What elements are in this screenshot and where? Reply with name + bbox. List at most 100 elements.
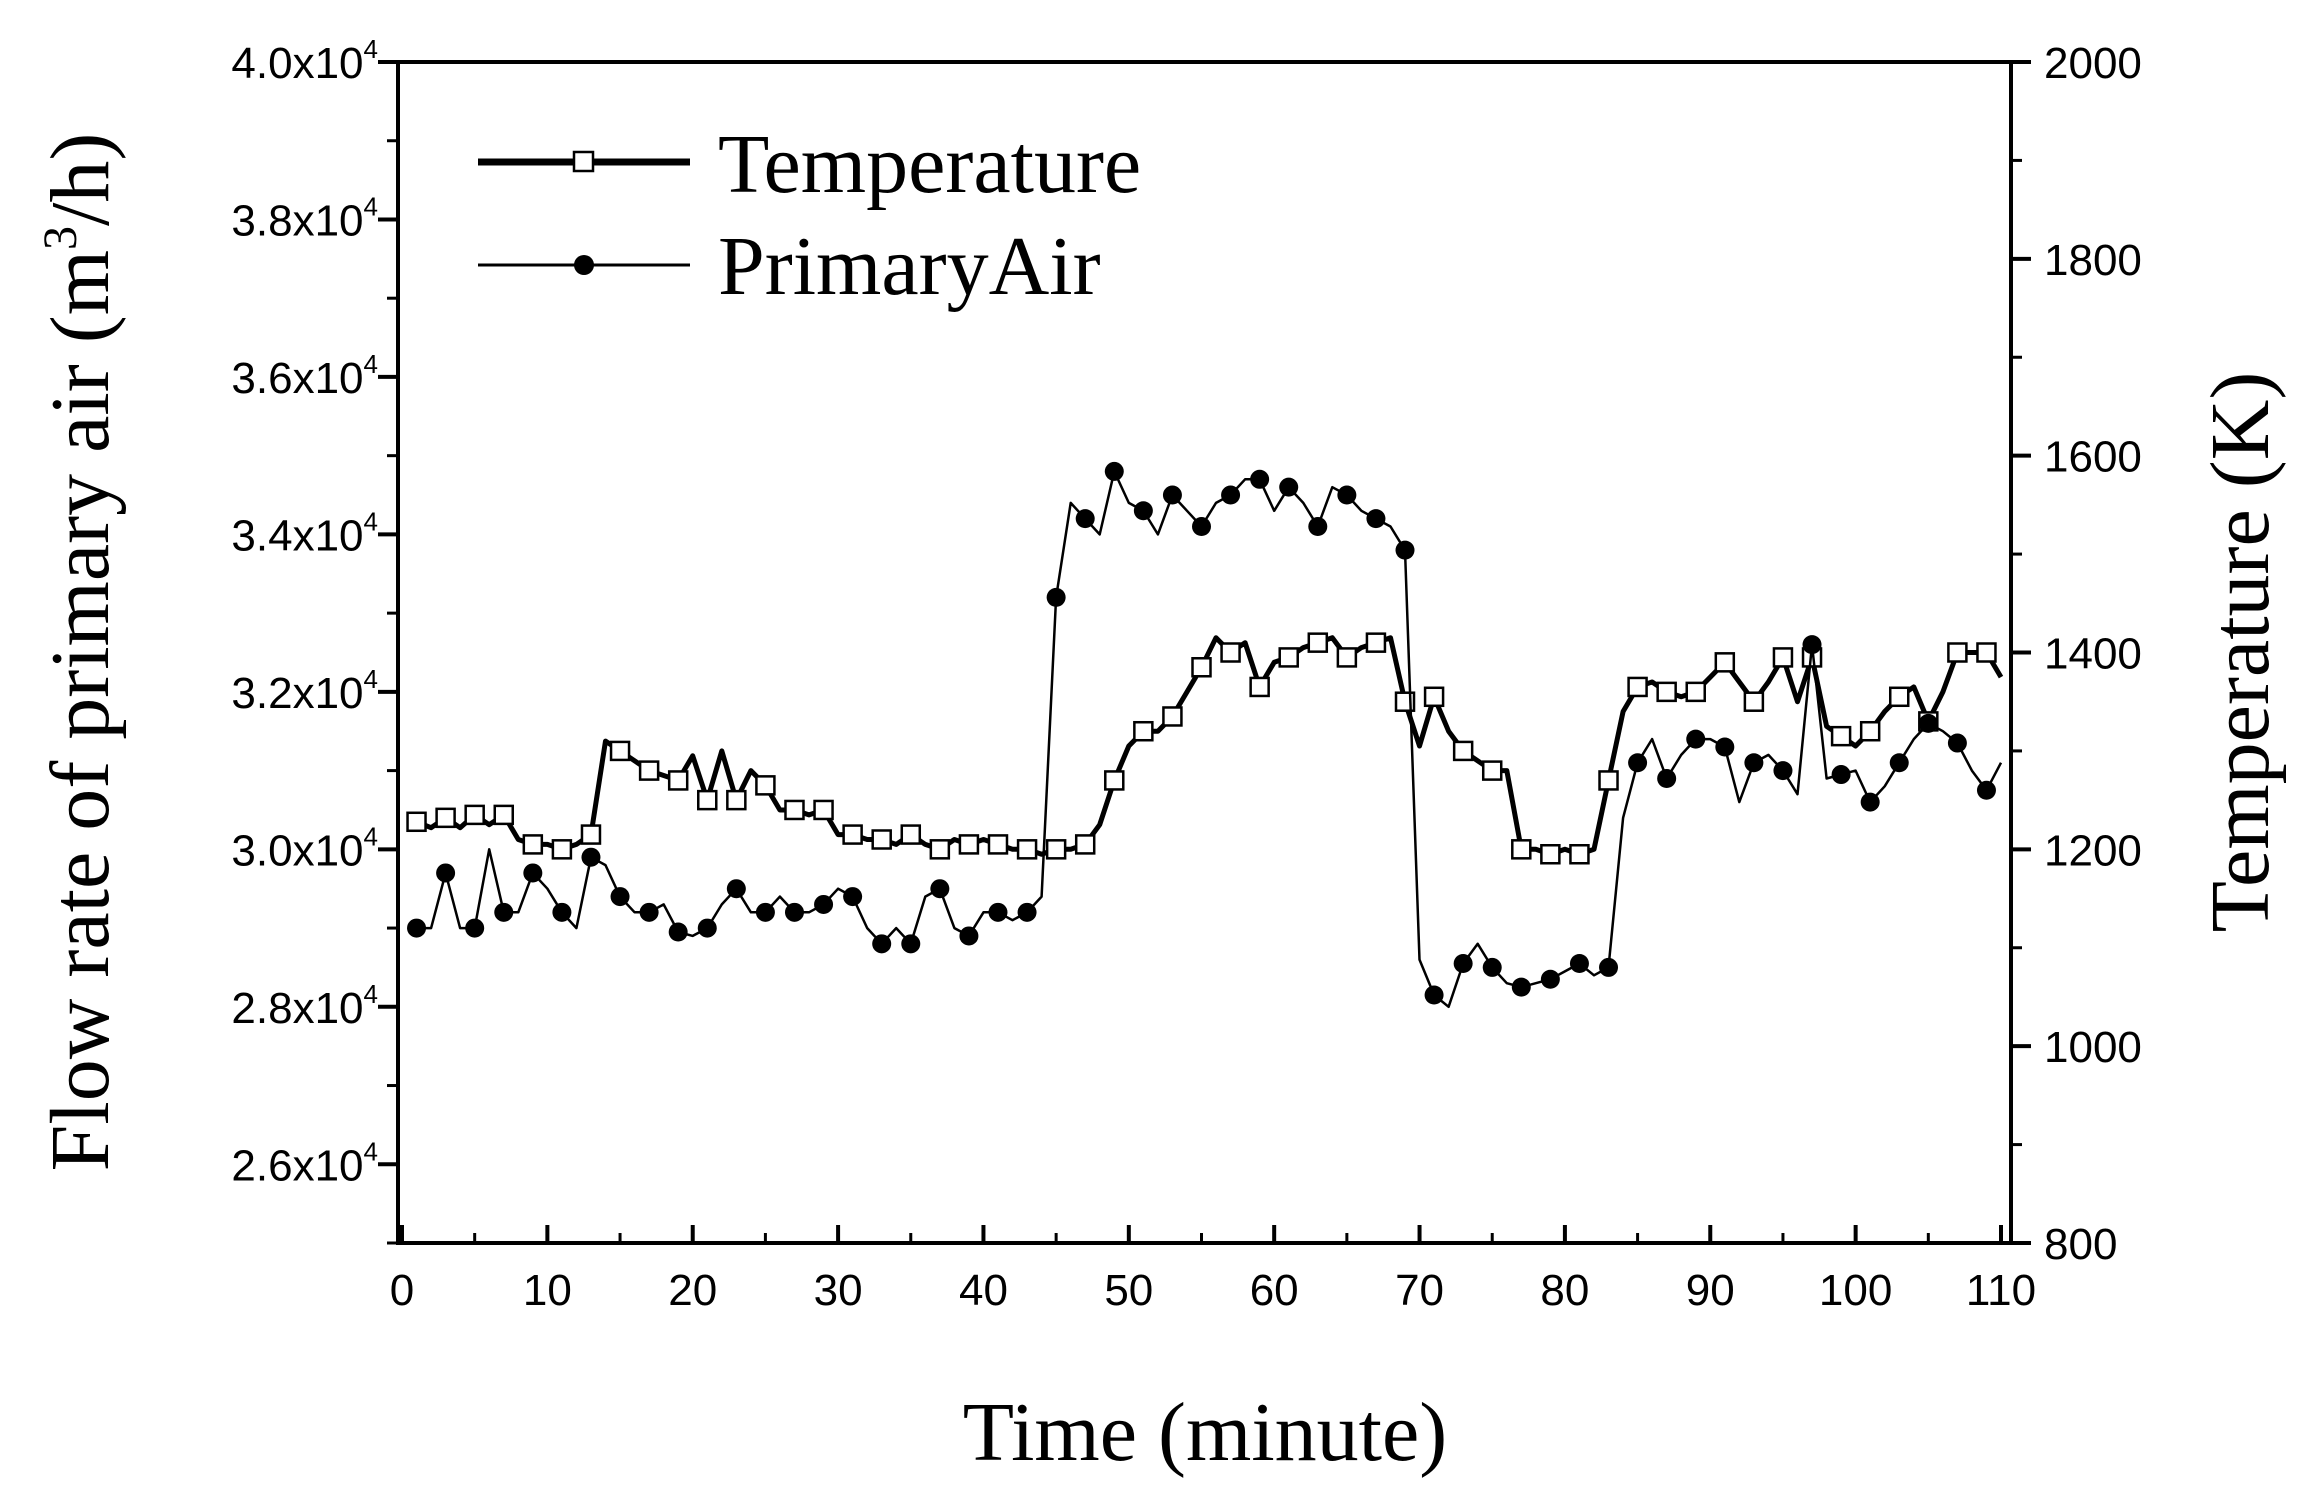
data-point-temperature [1278, 647, 1299, 668]
y-left-tick-label: 3.4x104 [231, 506, 378, 560]
y-right-tick-label: 1400 [2044, 630, 2142, 679]
data-point-primaryair [784, 902, 804, 922]
y-left-tick-mantissa: 3.8x10 [231, 196, 363, 245]
y-left-tick-mantissa: 3.2x10 [231, 669, 363, 718]
data-point-primaryair [407, 918, 427, 938]
data-point-primaryair [1715, 737, 1735, 757]
data-point-primaryair [1192, 517, 1211, 537]
data-point-primaryair [843, 887, 863, 907]
data-point-temperature [1598, 770, 1619, 791]
data-point-primaryair [872, 934, 892, 954]
data-point-temperature [493, 804, 515, 826]
y-left-axis-title-tail: /h) [34, 133, 127, 226]
data-point-primaryair [1453, 953, 1473, 973]
legend-label-primaryair: PrimaryAir [718, 220, 1101, 313]
data-point-temperature [1191, 657, 1212, 678]
data-point-temperature [1045, 839, 1067, 860]
data-point-temperature [1540, 844, 1561, 865]
data-point-temperature [638, 760, 660, 781]
data-point-temperature [522, 834, 544, 855]
y-left-tick-label: 3.0x104 [231, 821, 378, 875]
data-point-temperature [1743, 691, 1765, 712]
data-point-temperature [987, 834, 1009, 855]
data-point-temperature [755, 775, 776, 796]
data-point-primaryair [1773, 761, 1793, 781]
data-point-primaryair [1104, 461, 1124, 481]
data-point-temperature [464, 804, 485, 826]
data-point-temperature [1074, 834, 1096, 855]
y-left-tick-mantissa: 3.0x10 [231, 826, 363, 875]
y-left-tick-exponent: 4 [364, 1136, 378, 1166]
data-point-primaryair [1831, 765, 1851, 785]
y-left-tick-label: 3.2x104 [231, 664, 378, 718]
data-point-primaryair [494, 902, 514, 922]
data-point-primaryair [1424, 985, 1444, 1005]
data-point-primaryair [1308, 517, 1328, 537]
data-point-primaryair [1511, 977, 1531, 997]
data-point-temperature [1569, 844, 1590, 865]
y-left-tick-exponent: 4 [364, 506, 378, 536]
data-point-primaryair [1366, 509, 1386, 529]
y-left-tick-mantissa: 2.6x10 [231, 1141, 363, 1190]
x-tick-label: 0 [390, 1266, 414, 1315]
data-point-primaryair [465, 918, 485, 938]
y-left-tick-label: 2.8x104 [231, 979, 378, 1033]
data-point-primaryair [1599, 957, 1619, 977]
data-point-temperature [697, 789, 718, 811]
data-point-temperature [871, 829, 892, 850]
data-point-temperature [1423, 686, 1445, 708]
data-point-primaryair [1133, 501, 1153, 521]
data-point-temperature [609, 740, 631, 762]
data-point-temperature [1627, 676, 1648, 698]
legend-label-temperature: Temperature [718, 118, 1141, 211]
data-point-temperature [726, 789, 747, 811]
data-point-primaryair [1657, 768, 1677, 788]
data-point-primaryair [1860, 792, 1880, 812]
data-point-primaryair [1744, 753, 1764, 773]
y-left-tick-label: 4.0x104 [231, 34, 378, 88]
y-left-tick-mantissa: 4.0x10 [231, 39, 363, 88]
x-tick-label: 50 [1104, 1266, 1153, 1315]
data-point-temperature [1307, 632, 1329, 653]
data-point-primaryair [814, 894, 834, 914]
x-tick-label: 30 [814, 1266, 863, 1315]
y-left-axis-title-sup: 3 [34, 226, 87, 250]
data-point-primaryair [523, 863, 543, 883]
data-point-primaryair [1889, 753, 1909, 773]
data-point-temperature [929, 839, 951, 860]
data-point-temperature [1452, 740, 1474, 762]
data-point-primaryair [552, 902, 572, 922]
data-point-primaryair [581, 847, 601, 867]
y-right-tick-label: 1600 [2044, 433, 2142, 482]
data-point-temperature [1249, 676, 1270, 698]
data-point-temperature [435, 807, 456, 829]
x-tick-label: 110 [1966, 1266, 2036, 1315]
data-point-primaryair [1279, 477, 1299, 497]
legend-marker-temperature [572, 150, 595, 173]
data-point-temperature [1104, 770, 1125, 791]
y-left-axis-title: Flow rate of primary air (m3/h) [34, 133, 127, 1172]
data-point-temperature [1772, 647, 1794, 668]
data-point-primaryair [1569, 953, 1589, 973]
y-right-tick-label: 1200 [2044, 826, 2142, 875]
y-left-tick-exponent: 4 [364, 979, 378, 1009]
data-point-temperature [1511, 839, 1532, 860]
y-right-tick-label: 1000 [2044, 1023, 2142, 1072]
data-point-primaryair [1162, 485, 1182, 505]
x-tick-label: 10 [523, 1266, 572, 1315]
data-point-primaryair [639, 902, 659, 922]
data-point-temperature [406, 811, 427, 833]
data-point-primaryair [726, 879, 746, 899]
data-point-temperature [1976, 642, 1997, 663]
x-tick-label: 80 [1540, 1266, 1589, 1315]
legend-marker-primaryair [574, 255, 594, 275]
data-point-primaryair [1947, 733, 1967, 753]
y-right-tick-label: 800 [2044, 1220, 2117, 1269]
data-point-primaryair [1221, 485, 1241, 505]
y-left-axis-ticks: 2.6x1042.8x1043.0x1043.2x1043.4x1043.6x1… [231, 34, 398, 1245]
y-left-tick-mantissa: 2.8x10 [231, 984, 363, 1033]
y-left-tick-exponent: 4 [364, 664, 378, 694]
data-point-temperature [1220, 642, 1241, 663]
data-point-temperature [667, 770, 689, 791]
data-point-primaryair [1976, 780, 1996, 800]
